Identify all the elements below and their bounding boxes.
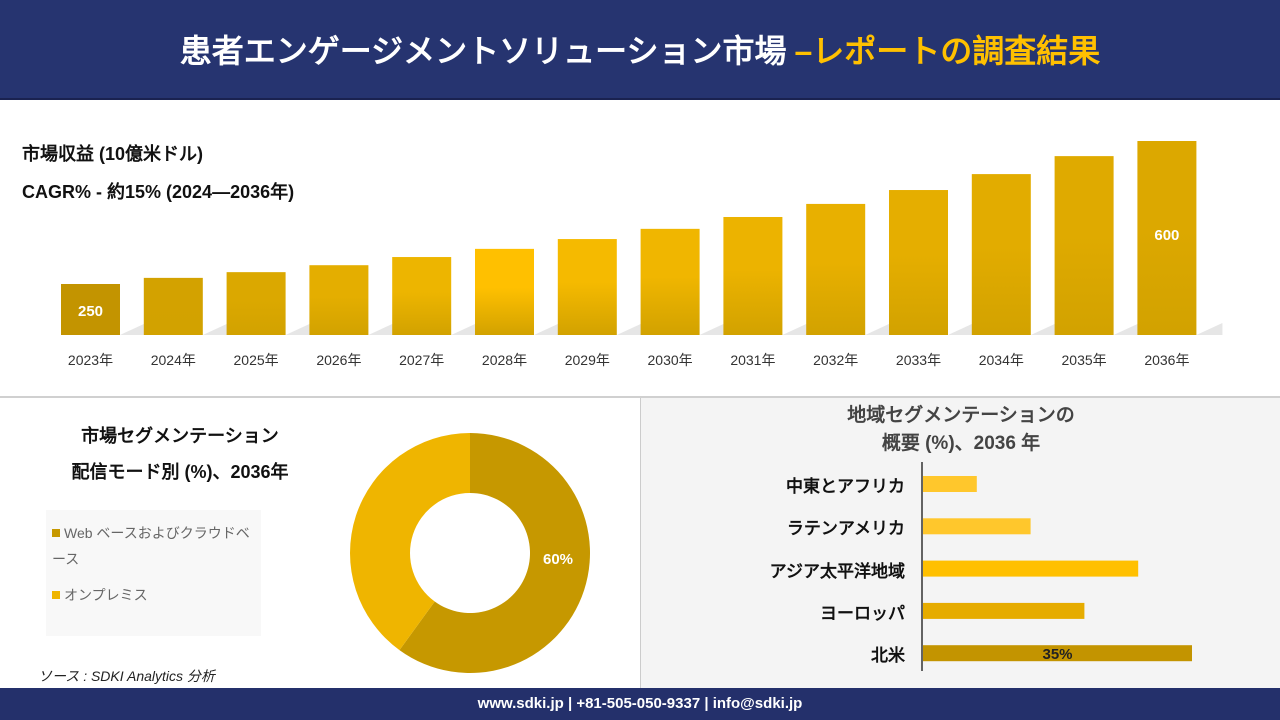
- bar-shadow: [1030, 323, 1057, 335]
- region-bar-chart: 35%: [921, 462, 1192, 671]
- x-tick-label: 2036年: [1144, 352, 1189, 368]
- bar-shadow: [1113, 323, 1140, 335]
- x-tick-label: 2034年: [979, 352, 1024, 368]
- x-tick-label: 2028年: [482, 352, 527, 368]
- revenue-bar: [1137, 141, 1197, 335]
- bar-shadow: [534, 323, 560, 335]
- region-label: アジア太平洋地域: [769, 561, 905, 581]
- revenue-bar: [557, 239, 617, 335]
- donut-slice: [349, 433, 470, 651]
- bar-shadow: [948, 323, 974, 335]
- bar-shadow: [616, 323, 643, 335]
- revenue-bar: [143, 277, 203, 335]
- bar-shadow: [285, 323, 312, 335]
- segment-section: 市場セグメンテーション 配信モード別 (%)、2036年 Web ベースおよびク…: [0, 398, 640, 688]
- bar-shadow: [202, 323, 229, 335]
- bar-shadow: [368, 323, 395, 335]
- bar-shadow: [120, 323, 146, 335]
- bar-shadow: [451, 323, 478, 335]
- bar-shadow: [865, 323, 892, 335]
- revenue-bar: [971, 174, 1031, 335]
- region-title-line1: 地域セグメンテーションの: [847, 405, 1075, 426]
- legend-label: オンプレミス: [64, 587, 148, 603]
- region-bar: [923, 476, 977, 492]
- revenue-bar: [640, 228, 700, 335]
- x-tick-label: 2026年: [316, 352, 361, 368]
- region-bar: [923, 560, 1139, 577]
- segment-title-line2: 配信モード別 (%)、2036年: [71, 462, 289, 482]
- region-title-line2: 概要 (%)、2036 年: [881, 433, 1041, 454]
- bar-data-label: 250: [78, 303, 103, 320]
- region-bar: [923, 602, 1085, 619]
- x-tick-label: 2035年: [1062, 352, 1107, 368]
- revenue-section: 市場収益 (10億米ドル) CAGR% - 約15% (2024―2036年) …: [0, 102, 1280, 396]
- revenue-bar: [475, 248, 534, 335]
- donut-legend: Web ベースおよびクラウドベース オンプレミス: [46, 510, 261, 636]
- header-banner: 患者エンゲージメントソリューション市場 –レポートの調査結果: [0, 0, 1280, 100]
- x-tick-label: 2031年: [730, 352, 775, 368]
- x-tick-label: 2033年: [896, 352, 941, 368]
- revenue-bar: [61, 284, 120, 335]
- region-title: 地域セグメンテーションの 概要 (%)、2036 年: [641, 402, 1280, 458]
- cagr-label: CAGR% - 約15% (2024―2036年): [22, 182, 295, 202]
- x-tick-label: 2025年: [234, 352, 279, 368]
- footer-contact: www.sdki.jp | +81-505-050-9337 | info@sd…: [0, 688, 1280, 720]
- region-bar: [923, 645, 1192, 662]
- region-label: 中東とアフリカ: [786, 477, 905, 496]
- legend-label: Web ベースおよびクラウドベース: [52, 525, 250, 567]
- page-title-highlight: –レポートの調査結果: [794, 33, 1101, 69]
- revenue-bar: [806, 203, 866, 335]
- section-divider: [0, 396, 1280, 398]
- page-title: 患者エンゲージメントソリューション市場: [179, 33, 787, 69]
- bar-shadow: [699, 323, 726, 335]
- delivery-mode-donut-chart: 60%: [349, 433, 590, 673]
- source-note: ソース : SDKI Analytics 分析: [38, 668, 215, 684]
- region-section: 地域セグメンテーションの 概要 (%)、2036 年 中東とアフリカ ラテンアメリ…: [640, 398, 1280, 688]
- legend-swatch: [52, 591, 60, 599]
- legend-item-web: Web ベースおよびクラウドベース: [52, 520, 257, 572]
- revenue-subtitle: 市場収益 (10億米ドル): [22, 144, 204, 164]
- revenue-bar: [723, 216, 783, 335]
- bar-shadow: [782, 323, 809, 335]
- revenue-bar: [889, 190, 948, 335]
- bar-shadow: [1196, 323, 1223, 335]
- segment-title-line1: 市場セグメンテーション: [81, 426, 279, 446]
- x-tick-label: 2023年: [68, 352, 113, 368]
- revenue-bar: [1054, 156, 1114, 335]
- region-label: 北米: [871, 646, 905, 666]
- x-tick-label: 2029年: [565, 352, 610, 368]
- region-data-label: 35%: [1042, 646, 1072, 663]
- donut-slice: [399, 433, 590, 673]
- region-bar: [923, 518, 1031, 535]
- region-label: ラテンアメリカ: [786, 519, 905, 539]
- revenue-bar: [392, 257, 452, 335]
- x-tick-label: 2024年: [151, 352, 196, 368]
- legend-swatch: [52, 529, 60, 537]
- revenue-bar: [309, 265, 369, 335]
- slice-data-label: 60%: [543, 551, 573, 568]
- region-label: ヨーロッパ: [820, 603, 905, 623]
- x-tick-label: 2027年: [399, 352, 444, 368]
- bar-data-label: 600: [1154, 227, 1179, 244]
- revenue-bar-chart: 2023年 250 2024年 2025年 2026年 2027年 2028年 2029年 20…: [61, 141, 1223, 368]
- x-tick-label: 2030年: [648, 352, 693, 368]
- x-tick-label: 2032年: [813, 352, 858, 368]
- revenue-bar: [226, 272, 286, 335]
- legend-item-onprem: オンプレミス: [52, 582, 261, 608]
